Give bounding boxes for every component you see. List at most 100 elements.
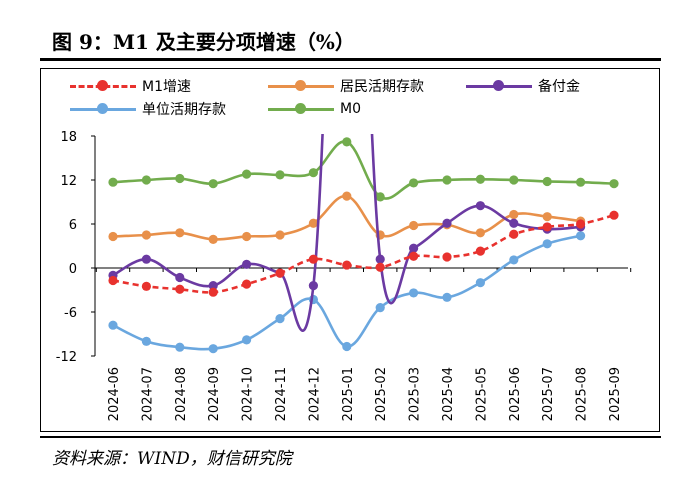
x-tick-label: 2024-08 xyxy=(174,367,189,421)
x-tick-label: 2025-07 xyxy=(541,367,556,421)
series-layer xyxy=(108,134,619,354)
data-point-m1 xyxy=(242,279,252,289)
data-point-corporate-demand xyxy=(175,342,185,352)
data-point-m0 xyxy=(576,177,586,187)
series-m1 xyxy=(108,210,619,297)
data-point-reserve-funds xyxy=(409,243,419,253)
data-point-corporate-demand xyxy=(576,231,586,241)
y-tick-label: -6 xyxy=(64,306,77,321)
series-line-m1 xyxy=(112,213,615,294)
x-tick-label: 2025-09 xyxy=(608,367,623,421)
x-tick-label: 2024-09 xyxy=(207,367,222,421)
data-point-household-demand xyxy=(242,231,252,242)
data-point-m0 xyxy=(509,175,519,185)
data-point-reserve-funds xyxy=(375,254,385,264)
data-point-corporate-demand xyxy=(275,314,285,324)
series-line-m0 xyxy=(112,140,615,200)
data-point-household-demand xyxy=(342,191,352,201)
series-m0 xyxy=(108,137,619,202)
data-point-m0 xyxy=(475,174,485,184)
data-point-reserve-funds xyxy=(141,254,151,264)
data-point-corporate-demand xyxy=(475,278,485,288)
data-point-m0 xyxy=(375,192,385,202)
data-point-corporate-demand xyxy=(375,303,385,313)
data-point-m1 xyxy=(308,254,318,264)
data-point-m0 xyxy=(442,175,452,185)
data-point-m0 xyxy=(409,178,419,188)
x-tick-label: 2024-10 xyxy=(241,367,256,421)
x-tick-label: 2025-08 xyxy=(575,367,590,421)
data-point-m1 xyxy=(475,246,485,256)
y-tick-label: 18 xyxy=(60,130,77,145)
x-tick-label: 2025-02 xyxy=(374,367,389,421)
data-point-m1 xyxy=(175,284,185,294)
data-point-m1 xyxy=(375,262,385,272)
x-tick-label: 2025-03 xyxy=(408,367,423,421)
data-point-corporate-demand xyxy=(141,336,151,346)
data-point-household-demand xyxy=(475,228,485,238)
data-point-household-demand xyxy=(208,234,218,244)
x-tick-label: 2025-04 xyxy=(441,367,456,421)
data-point-m0 xyxy=(108,177,118,187)
data-point-reserve-funds xyxy=(509,218,519,228)
data-point-m1 xyxy=(409,251,419,261)
data-point-reserve-funds xyxy=(208,281,218,291)
source-note: 资料来源：WIND，财信研究院 xyxy=(52,449,292,469)
data-point-corporate-demand xyxy=(242,335,252,345)
data-point-household-demand xyxy=(509,209,519,220)
data-point-reserve-funds xyxy=(308,281,318,291)
chart-frame xyxy=(40,68,660,432)
data-point-reserve-funds xyxy=(442,218,452,228)
data-point-m0 xyxy=(208,179,218,189)
y-tick-label: 0 xyxy=(69,262,77,277)
data-point-household-demand xyxy=(108,231,118,242)
data-point-m0 xyxy=(175,173,185,184)
data-point-m0 xyxy=(308,168,318,178)
x-tick-label: 2025-06 xyxy=(508,367,523,421)
data-point-reserve-funds xyxy=(475,201,485,211)
data-point-household-demand xyxy=(542,212,552,222)
data-point-m0 xyxy=(342,137,352,147)
data-point-corporate-demand xyxy=(509,255,519,265)
data-point-corporate-demand xyxy=(542,239,552,249)
y-tick-label: 12 xyxy=(60,174,77,189)
data-point-reserve-funds xyxy=(242,259,252,269)
data-point-household-demand xyxy=(141,230,151,240)
data-point-m1 xyxy=(108,275,118,286)
x-tick-label: 2024-12 xyxy=(307,367,322,421)
data-point-m1 xyxy=(442,252,452,262)
data-point-corporate-demand xyxy=(442,292,452,302)
data-point-m1 xyxy=(141,281,151,291)
data-point-reserve-funds xyxy=(175,272,185,283)
series-corporate-demand xyxy=(108,231,586,354)
data-point-m1 xyxy=(609,210,619,220)
data-point-m0 xyxy=(275,170,285,180)
data-point-m0 xyxy=(141,175,151,185)
data-point-household-demand xyxy=(409,220,419,231)
x-tick-label: 2025-05 xyxy=(474,367,489,421)
title-rule xyxy=(40,58,661,61)
data-point-m1 xyxy=(342,260,352,270)
data-point-corporate-demand xyxy=(208,344,218,354)
data-point-m1 xyxy=(208,287,218,297)
data-point-corporate-demand xyxy=(342,341,352,352)
chart-axes: 18 12 6 0 -6 -12 2024-06 2024-07 2024-08 2024-09 2… xyxy=(56,130,632,421)
data-point-household-demand xyxy=(275,230,285,240)
series-reserve-funds xyxy=(108,134,586,332)
data-point-m0 xyxy=(542,176,552,187)
data-point-m0 xyxy=(609,179,619,189)
data-point-corporate-demand xyxy=(108,320,118,330)
data-point-m1 xyxy=(275,268,285,278)
x-tick-label: 2024-07 xyxy=(140,367,155,421)
y-tick-label: 6 xyxy=(69,218,77,233)
x-tick-label: 2024-06 xyxy=(107,367,122,421)
data-point-m0 xyxy=(242,169,252,179)
data-point-m1 xyxy=(576,219,586,229)
series-line-corporate-demand xyxy=(112,234,581,351)
source-rule xyxy=(40,436,661,438)
x-tick-label: 2024-11 xyxy=(274,367,289,421)
data-point-household-demand xyxy=(308,218,318,228)
data-point-corporate-demand xyxy=(409,288,419,298)
data-point-household-demand xyxy=(175,228,185,238)
